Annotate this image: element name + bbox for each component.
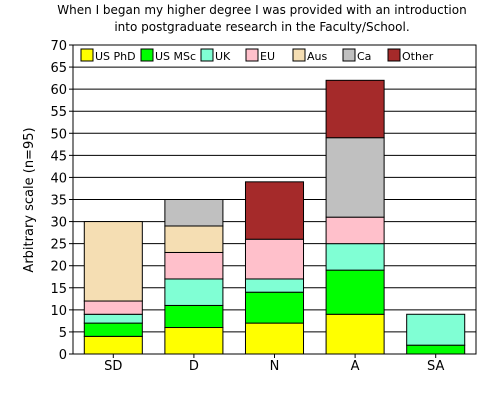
- y-tick-label: 65: [50, 61, 67, 76]
- y-tick-label: 25: [50, 238, 67, 253]
- y-tick-label: 55: [50, 105, 67, 120]
- y-tick-label: 30: [50, 216, 67, 231]
- chart-title-line-2: into postgraduate research in the Facult…: [114, 20, 409, 34]
- bar-segment-a-us-phd: [325, 313, 385, 355]
- bar-segment-d-us-phd: [164, 327, 224, 355]
- bar-segment-sd-eu: [83, 300, 143, 315]
- legend-swatch-aus: [292, 48, 306, 62]
- legend-label-other: Other: [402, 50, 434, 63]
- y-tick-label: 50: [50, 127, 67, 142]
- legend: US PhD US MSc UK EU Aus Ca Other: [80, 48, 434, 63]
- y-tick-label: 60: [50, 83, 67, 98]
- legend-swatch-ca: [342, 48, 356, 62]
- bar-segment-d-uk: [164, 278, 224, 306]
- plot-frame: [72, 44, 477, 355]
- legend-swatch-uk: [200, 48, 214, 62]
- x-tick-label: A: [351, 359, 360, 374]
- bar-segment-a-us-msc: [325, 269, 385, 315]
- bar-segment-sd-aus: [83, 221, 143, 302]
- bar-segment-n-other: [244, 181, 305, 240]
- bar-segment-a-other: [325, 79, 385, 139]
- bar-segment-n-eu: [244, 238, 305, 280]
- y-tick-label: 35: [50, 194, 67, 209]
- y-tick-label: 70: [50, 39, 67, 54]
- legend-label-us-phd: US PhD: [95, 50, 136, 63]
- bar-segment-sa-uk: [406, 313, 466, 346]
- bar-segment-d-aus: [164, 225, 224, 253]
- x-tick-label: N: [270, 359, 280, 374]
- legend-label-eu: EU: [260, 50, 275, 63]
- bar-segment-a-ca: [325, 137, 385, 218]
- bar-segment-sa-us-msc: [406, 344, 466, 355]
- chart-title-line-1: When I began my higher degree I was prov…: [57, 3, 466, 17]
- bar-segment-a-eu: [325, 216, 385, 245]
- legend-label-ca: Ca: [357, 50, 371, 63]
- bar-segment-sd-uk: [83, 313, 143, 324]
- legend-label-uk: UK: [215, 50, 231, 63]
- bar-segment-sd-us-phd: [83, 335, 143, 355]
- legend-swatch-other: [387, 48, 401, 62]
- y-tick-label: 5: [59, 326, 67, 341]
- bar-segment-sd-us-msc: [83, 322, 143, 337]
- bar-segment-n-us-msc: [244, 291, 305, 324]
- legend-label-aus: Aus: [307, 50, 327, 63]
- bars: [83, 79, 466, 355]
- bar-segment-n-us-phd: [244, 322, 305, 355]
- axes: 0 5 10 15 20 25 30 35 40 45 50 55 60 65 70 SD D N A SA: [50, 39, 477, 374]
- y-tick-label: 10: [50, 304, 67, 319]
- y-tick-label: 45: [50, 149, 67, 164]
- bar-segment-d-us-msc: [164, 304, 224, 329]
- x-tick-label: SA: [427, 359, 444, 374]
- x-tick-label: D: [189, 359, 199, 374]
- x-tick-label: SD: [104, 359, 122, 374]
- y-axis-label: Arbitrary scale (n=95): [22, 127, 37, 272]
- bar-segment-n-uk: [244, 278, 305, 293]
- bar-segment-d-eu: [164, 251, 224, 280]
- legend-swatch-eu: [245, 48, 259, 62]
- y-tick-label: 15: [50, 282, 67, 297]
- legend-label-us-msc: US MSc: [155, 50, 196, 63]
- legend-swatch-us-msc: [140, 48, 154, 62]
- y-tick-label: 40: [50, 171, 67, 186]
- legend-swatch-us-phd: [80, 48, 94, 62]
- y-tick-label: 20: [50, 260, 67, 275]
- y-tick-label: 0: [59, 348, 67, 363]
- bar-segment-d-ca: [164, 199, 224, 227]
- bar-segment-a-uk: [325, 243, 385, 271]
